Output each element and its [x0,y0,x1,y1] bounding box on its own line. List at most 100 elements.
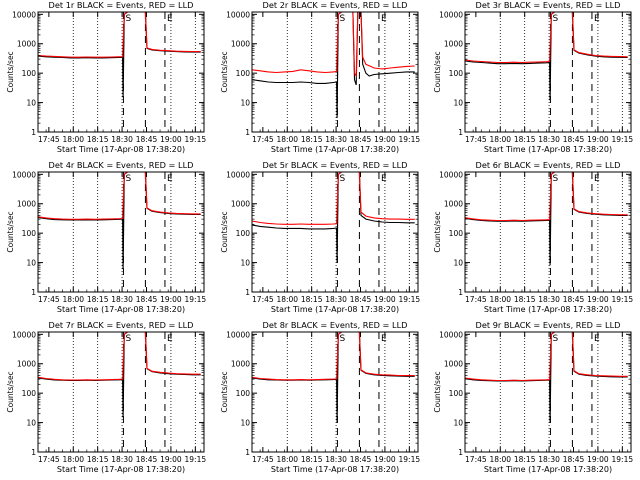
y-tick-label: 10000 [439,170,463,179]
x-tick-label: 18:15 [514,455,536,464]
panel-title: Det 2r BLACK = Events, RED = LLD [263,0,408,10]
y-tick-label: 10000 [439,330,463,339]
x-tick-label: 18:30 [111,455,133,464]
x-tick-label: 18:30 [538,295,560,304]
y-tick-label: 1000 [444,360,463,369]
x-tick-label: 19:00 [374,455,396,464]
series-lld-line [465,332,628,382]
y-tick-label: 100 [22,69,37,78]
y-tick-label: 1 [245,448,250,457]
x-axis-label: Start Time (17-Apr-08 17:38:20) [271,145,399,154]
series-lld-line [38,332,201,381]
event-marker-label: E [594,174,600,184]
x-tick-label: 19:00 [587,295,609,304]
x-tick-label: 17:45 [252,295,274,304]
series-lld-line [465,12,628,64]
x-tick-label: 18:15 [301,135,323,144]
x-axis-label: Start Time (17-Apr-08 17:38:20) [484,145,612,154]
x-tick-label: 18:15 [301,455,323,464]
x-tick-label: 18:00 [276,135,298,144]
event-marker-label: S [339,334,345,344]
y-tick-label: 10000 [226,170,250,179]
panel-det-3: Det 3r BLACK = Events, RED = LLD S E 1 10 100… [433,0,633,154]
x-axis-label: Start Time (17-Apr-08 17:38:20) [271,305,399,314]
y-tick-label: 10 [453,99,463,108]
x-tick-label: 19:15 [399,295,421,304]
series-lld-line [252,12,415,78]
y-tick-label: 10000 [12,330,36,339]
x-tick-label: 19:15 [185,135,207,144]
panel-title: Det 9r BLACK = Events, RED = LLD [476,320,621,330]
x-tick-label: 18:45 [136,455,158,464]
panel-title: Det 3r BLACK = Events, RED = LLD [476,0,621,10]
y-tick-label: 1 [31,128,36,137]
event-marker-label: S [552,14,558,24]
x-axis-label: Start Time (17-Apr-08 17:38:20) [57,145,185,154]
x-tick-label: 18:30 [111,295,133,304]
y-tick-label: 1 [458,288,463,297]
panel-title: Det 6r BLACK = Events, RED = LLD [476,160,621,170]
y-axis-label: Counts/sec [433,211,442,252]
x-tick-label: 19:15 [612,135,634,144]
x-tick-label: 18:30 [325,295,347,304]
y-tick-label: 1 [31,448,36,457]
panel-title: Det 7r BLACK = Events, RED = LLD [49,320,194,330]
y-tick-label: 100 [236,389,251,398]
panel-det-6: Det 6r BLACK = Events, RED = LLD S E 1 10 100… [433,160,633,314]
y-axis-label: Counts/sec [220,211,229,252]
y-tick-label: 10000 [12,10,36,19]
y-tick-label: 10 [453,259,463,268]
x-tick-label: 18:00 [62,295,84,304]
x-tick-label: 18:45 [563,455,585,464]
y-axis-label: Counts/sec [433,51,442,92]
y-tick-label: 1000 [444,40,463,49]
series-lld-line [465,172,628,222]
x-tick-label: 19:00 [374,295,396,304]
y-tick-label: 10 [26,99,36,108]
x-tick-label: 19:15 [185,455,207,464]
series-events-line [252,172,415,263]
panel-title: Det 4r BLACK = Events, RED = LLD [49,160,194,170]
y-axis-label: Counts/sec [220,371,229,412]
panel-det-7: Det 7r BLACK = Events, RED = LLD S E 1 10 100… [6,320,206,474]
event-marker-label: S [552,174,558,184]
x-tick-label: 17:45 [252,455,274,464]
series-lld-line [38,12,201,58]
y-tick-label: 1 [31,288,36,297]
series-events-line [465,332,628,423]
x-axis-label: Start Time (17-Apr-08 17:38:20) [57,465,185,474]
x-tick-label: 18:15 [87,135,109,144]
x-tick-label: 19:00 [160,295,182,304]
event-marker-label: S [339,174,345,184]
x-tick-label: 17:45 [38,455,60,464]
plot-frame [464,11,632,133]
y-tick-label: 100 [449,229,464,238]
panel-title: Det 5r BLACK = Events, RED = LLD [263,160,408,170]
x-tick-label: 19:00 [587,455,609,464]
y-tick-label: 10 [453,419,463,428]
event-marker-label: S [125,14,131,24]
panel-title: Det 8r BLACK = Events, RED = LLD [263,320,408,330]
event-marker-label: E [381,14,387,24]
x-tick-label: 17:45 [38,295,60,304]
series-lld-line [252,172,415,225]
y-tick-label: 1 [245,128,250,137]
x-tick-label: 19:00 [160,135,182,144]
event-marker-label: E [594,14,600,24]
y-axis-label: Counts/sec [6,51,15,92]
x-tick-label: 18:00 [489,455,511,464]
y-tick-label: 10000 [439,10,463,19]
plot-frame [37,331,205,453]
series-events-line [38,332,201,418]
x-tick-label: 17:45 [252,135,274,144]
x-tick-label: 18:30 [111,135,133,144]
y-axis-label: Counts/sec [220,51,229,92]
x-tick-label: 17:45 [465,455,487,464]
x-tick-label: 18:45 [136,295,158,304]
event-marker-label: E [381,174,387,184]
x-tick-label: 18:15 [514,135,536,144]
panel-det-8: Det 8r BLACK = Events, RED = LLD S E 1 10 100… [220,320,420,474]
y-tick-label: 100 [449,69,464,78]
y-tick-label: 100 [22,229,37,238]
